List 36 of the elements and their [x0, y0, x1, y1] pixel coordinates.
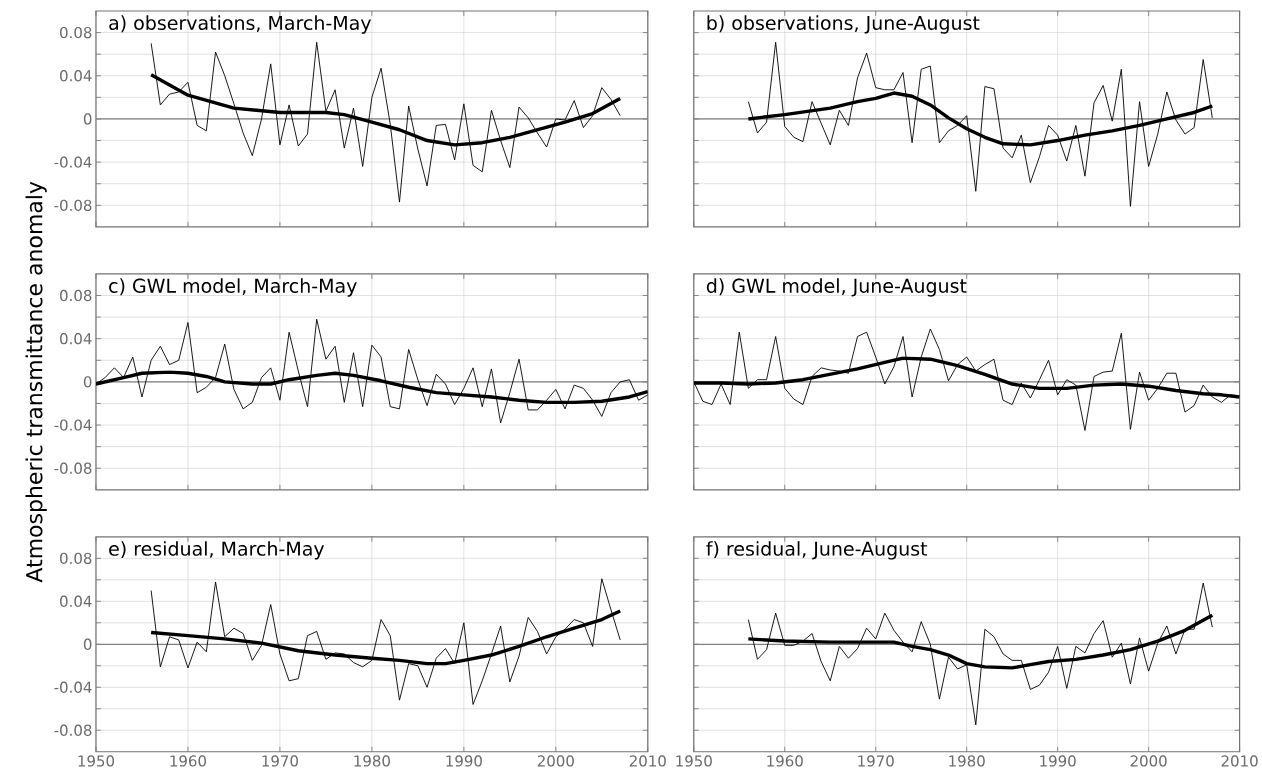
- y-tick-label: -0.08: [54, 199, 92, 212]
- x-tick-label: 1950: [78, 755, 115, 767]
- y-tick-label: 0.08: [60, 552, 92, 565]
- y-tick-label: -0.08: [54, 724, 92, 737]
- y-tick-label: -0.04: [54, 419, 92, 431]
- y-tick-label: 0.04: [60, 333, 92, 345]
- x-tick-label: 1950: [676, 755, 712, 767]
- y-tick-label: 0.04: [60, 70, 92, 82]
- y-tick-label: 0.08: [60, 27, 92, 39]
- y-tick-label: 0.04: [60, 595, 92, 608]
- y-tick-label: 0: [83, 638, 92, 651]
- x-tick-label: 2010: [1221, 755, 1258, 767]
- chart-title: f) residual, June-August: [706, 541, 928, 560]
- x-tick-label: 1970: [262, 755, 298, 767]
- x-tick-label: 1990: [446, 755, 482, 767]
- chart-title: a) observations, March-May: [109, 15, 371, 34]
- y-axis-title: Atmospheric transmittance anomaly: [25, 181, 47, 583]
- chart-title: c) GWL model, March-May: [109, 278, 357, 297]
- x-tick-label: 2000: [1130, 755, 1167, 767]
- y-tick-label: -0.04: [54, 681, 92, 694]
- chart-title: e) residual, March-May: [109, 541, 325, 560]
- y-tick-label: -0.04: [54, 156, 92, 168]
- x-tick-label: 1970: [858, 755, 894, 767]
- x-tick-label: 1960: [767, 755, 803, 767]
- x-tick-label: 2010: [629, 755, 666, 767]
- x-tick-label: 1960: [170, 755, 207, 767]
- x-tick-label: 2000: [537, 755, 574, 767]
- x-tick-label: 1980: [949, 755, 985, 767]
- y-tick-label: 0.08: [60, 289, 92, 302]
- x-tick-label: 1980: [354, 755, 390, 767]
- chart-title: d) GWL model, June-August: [706, 278, 967, 297]
- chart-title: b) observations, June-August: [707, 15, 980, 34]
- y-tick-label: -0.08: [54, 462, 92, 475]
- y-tick-label: 0: [83, 376, 92, 388]
- y-tick-label: 0: [83, 113, 92, 125]
- x-tick-label: 1990: [1040, 755, 1076, 767]
